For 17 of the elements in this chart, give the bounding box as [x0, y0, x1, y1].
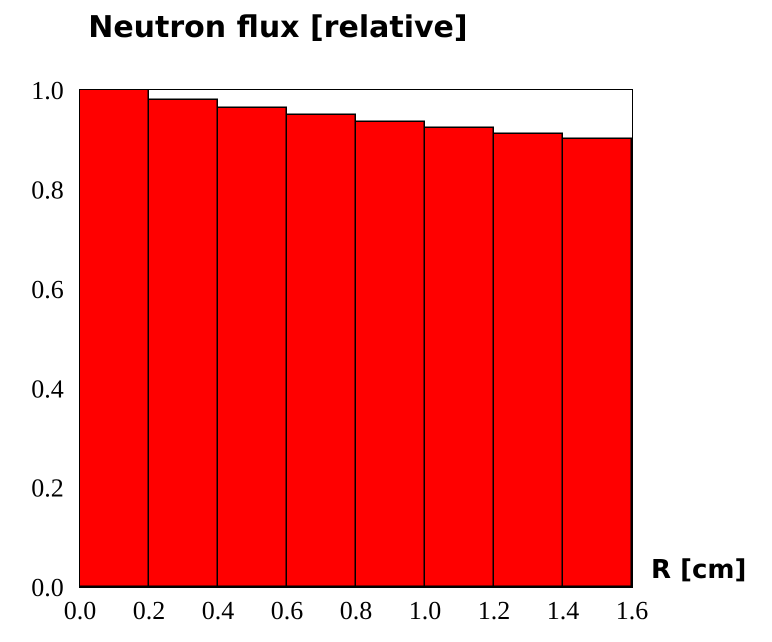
x-axis-title: R [cm]: [651, 555, 746, 585]
x-tick-label: 0.0: [64, 596, 96, 626]
x-tick-label: 0.2: [132, 596, 166, 626]
x-tick-label: 1.0: [408, 596, 442, 626]
y-tick-label: 0.8: [31, 176, 64, 204]
y-tick-label: 0.4: [31, 374, 64, 404]
chart-title: Neutron flux [relative]: [88, 10, 468, 46]
x-tick-label: 0.4: [202, 596, 234, 626]
x-tick-label: 1.2: [478, 596, 510, 626]
x-tick-label: 1.6: [616, 596, 648, 626]
x-tick-label: 0.6: [270, 596, 304, 626]
x-tick-label: 0.8: [340, 596, 372, 626]
y-tick-label: 1.0: [31, 76, 64, 106]
y-tick-label: 0.0: [31, 573, 64, 602]
x-tick-label: 1.4: [546, 596, 580, 626]
y-tick-label: 0.6: [31, 274, 64, 304]
y-tick-label: 0.2: [31, 474, 64, 503]
